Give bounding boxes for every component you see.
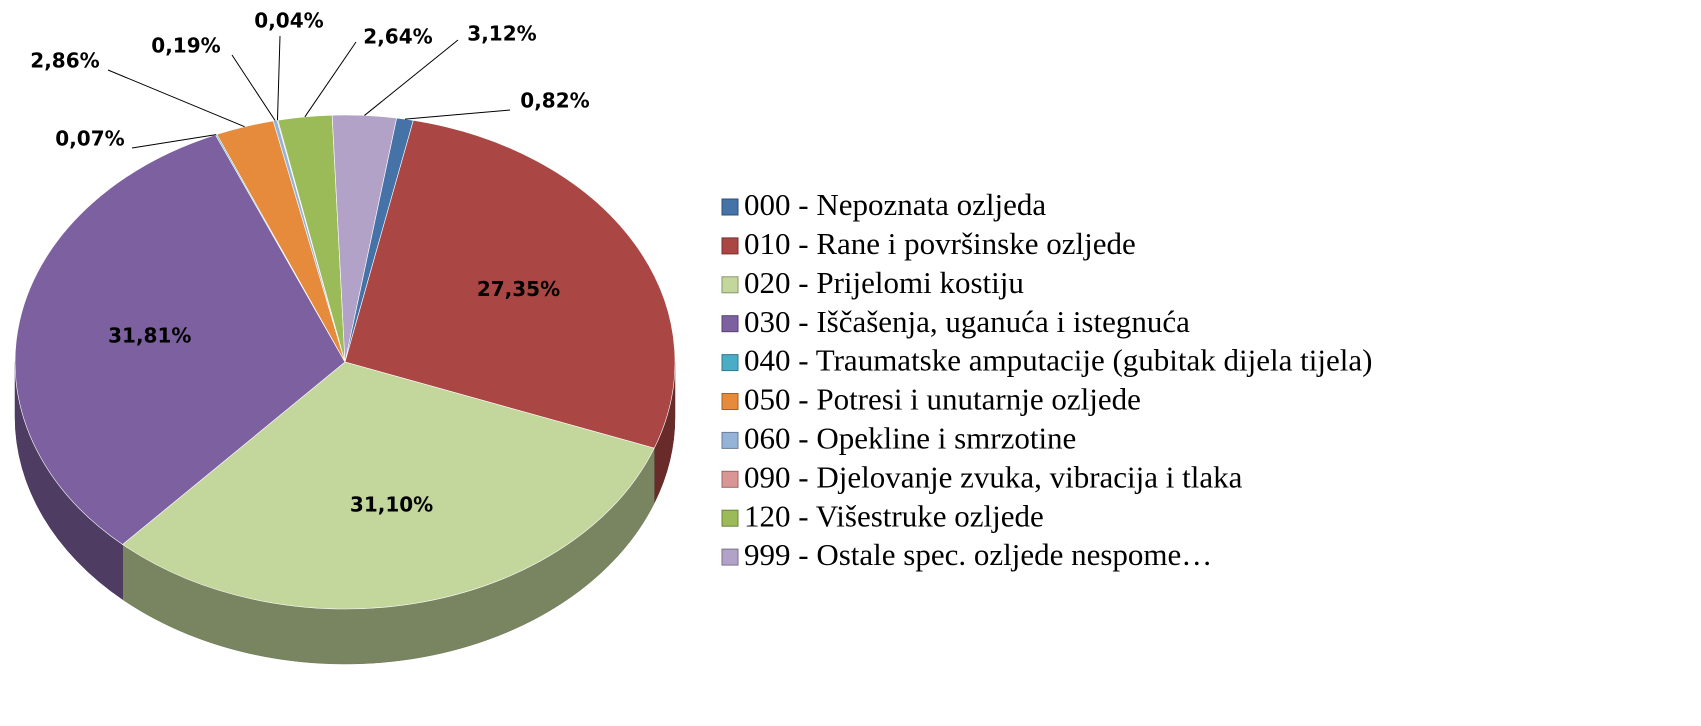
legend-swatch (721, 276, 739, 294)
leader-line (404, 109, 511, 120)
legend-label: 060 - Opekline i smrzotine (744, 421, 1076, 456)
data-label: 31,10% (350, 493, 433, 517)
leader-line (107, 69, 245, 128)
legend-swatch (721, 354, 739, 372)
legend-swatch (721, 198, 739, 216)
slice (14, 134, 346, 545)
legend-swatch (721, 548, 739, 566)
legend-label: 020 - Prijelomi kostiju (744, 265, 1024, 300)
data-label: 2,64% (363, 25, 432, 49)
legend-swatch (721, 393, 739, 410)
legend-label: 040 - Traumatske amputacije (gubitak dij… (744, 343, 1372, 378)
data-label: 27,35% (477, 277, 560, 301)
data-label: 3,12% (467, 22, 536, 46)
data-label: 2,86% (30, 49, 99, 73)
legend-label: 010 - Rane i površinske ozljede (744, 226, 1136, 261)
data-label: 0,04% (254, 9, 323, 33)
legend-label: 030 - Iščašenja, uganuća i istegnuća (744, 304, 1190, 339)
legend-swatch (721, 237, 739, 255)
leader-line (231, 54, 276, 121)
legend-swatch (721, 315, 739, 333)
legend-swatch (721, 431, 739, 449)
leader-line (364, 39, 459, 116)
legend-label: 050 - Potresi i unutarnje ozljede (744, 382, 1141, 417)
legend-label: 000 - Nepoznata ozljeda (744, 187, 1046, 222)
legend-label: 120 - Višestruke ozljede (744, 498, 1044, 533)
legend-label: 090 - Djelovanje zvuka, vibracija i tlak… (744, 459, 1243, 494)
leader-line (304, 41, 357, 118)
slice (344, 120, 676, 449)
data-label: 31,81% (108, 324, 191, 348)
legend-label: 999 - Ostale spec. ozljede nespome… (744, 537, 1212, 572)
legend-swatch (721, 470, 739, 488)
data-label: 0,19% (151, 34, 220, 58)
data-label: 0,07% (55, 127, 124, 151)
slice (122, 361, 655, 610)
leader-line (276, 35, 281, 121)
slice (331, 114, 397, 363)
legend-swatch (721, 509, 739, 527)
data-label: 0,82% (520, 89, 589, 113)
leader-line (131, 134, 217, 149)
